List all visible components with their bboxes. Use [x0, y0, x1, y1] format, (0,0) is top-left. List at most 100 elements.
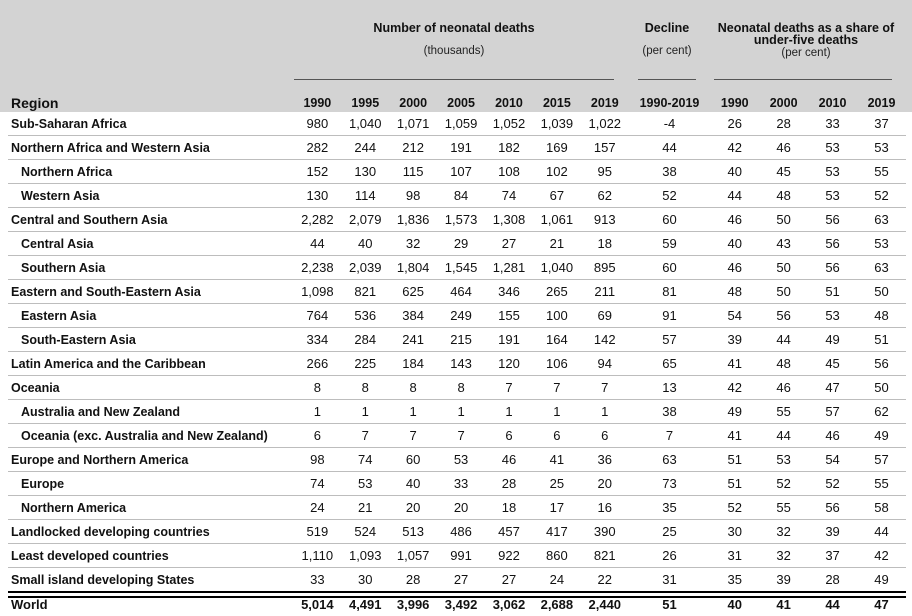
share-year-header: 1990: [720, 96, 749, 110]
decline-value-cell: 73: [628, 471, 711, 496]
deaths-value-cell: 1,836: [389, 207, 438, 232]
deaths-value-cell: 69: [580, 303, 629, 328]
deaths-value-cell: 486: [437, 519, 486, 544]
deaths-value-cell: 191: [485, 327, 533, 352]
deaths-value-cell: 164: [532, 327, 581, 352]
deaths-value-cell: 895: [580, 255, 629, 280]
deaths-year-header: 2000: [399, 96, 428, 110]
deaths-value-cell: 1,040: [532, 255, 581, 280]
deaths-value-cell: 524: [341, 519, 390, 544]
region-name-cell: Southern Asia: [8, 255, 294, 280]
deaths-value-cell: 1,545: [437, 255, 486, 280]
share-value-cell: 52: [759, 471, 809, 496]
share-value-cell: 55: [759, 399, 809, 424]
deaths-value-cell: 8: [437, 375, 486, 400]
share-value-cell: 46: [710, 255, 760, 280]
decline-period-header: 1990-2019: [639, 96, 700, 110]
deaths-value-cell: 98: [293, 447, 342, 472]
share-value-cell: 56: [759, 303, 809, 328]
share-value-cell: 47: [808, 375, 858, 400]
share-value-cell: 56: [808, 495, 858, 520]
table-row: Western Asia 130 114 98 84 74 67 62 52 44 48 53 52: [8, 183, 906, 208]
share-value-cell: 26: [710, 112, 760, 136]
decline-value-cell: 13: [628, 375, 711, 400]
deaths-group-subtitle: (thousands): [423, 45, 485, 57]
deaths-value-cell: 8: [341, 375, 390, 400]
region-name-cell: Central Asia: [8, 231, 294, 256]
deaths-value-cell: 32: [389, 231, 438, 256]
deaths-value-cell: 53: [341, 471, 390, 496]
share-value-cell: 44: [759, 327, 809, 352]
share-value-cell: 31: [710, 543, 760, 568]
share-value-cell: 51: [710, 471, 760, 496]
deaths-value-cell: 107: [437, 159, 486, 184]
deaths-value-cell: 17: [532, 495, 581, 520]
deaths-value-cell: 67: [532, 183, 581, 208]
region-name-cell: Western Asia: [8, 183, 294, 208]
region-name-cell: Eastern Asia: [8, 303, 294, 328]
deaths-value-cell: 991: [437, 543, 486, 568]
deaths-value-cell: 74: [341, 447, 390, 472]
deaths-value-cell: 21: [341, 495, 390, 520]
table-row: South-Eastern Asia 334 284 241 215 191 164 142 5…: [8, 327, 906, 352]
share-value-cell: 51: [808, 279, 858, 304]
share-value-cell: 50: [759, 207, 809, 232]
deaths-value-cell: 457: [485, 519, 533, 544]
deaths-value-cell: 536: [341, 303, 390, 328]
deaths-value-cell: 284: [341, 327, 390, 352]
deaths-value-cell: 114: [341, 183, 390, 208]
deaths-value-cell: 27: [485, 231, 533, 256]
deaths-value-cell: 1: [293, 399, 342, 424]
decline-value-cell: 91: [628, 303, 711, 328]
deaths-value-cell: 1,093: [341, 543, 390, 568]
share-year-header: 2010: [818, 96, 847, 110]
deaths-value-cell: 41: [532, 447, 581, 472]
deaths-value-cell: 115: [389, 159, 438, 184]
deaths-value-cell: 36: [580, 447, 629, 472]
deaths-value-cell: 18: [485, 495, 533, 520]
region-name-cell: Latin America and the Caribbean: [8, 351, 294, 376]
share-value-cell: 56: [808, 255, 858, 280]
deaths-value-cell: 33: [293, 567, 342, 593]
table-row: Central Asia 44 40 32 29 27 21 18 59 40 43 56 53: [8, 231, 906, 256]
deaths-value-cell: 62: [580, 183, 629, 208]
deaths-value-cell: 24: [293, 495, 342, 520]
decline-group-title: Decline: [644, 21, 690, 35]
deaths-value-cell: 464: [437, 279, 486, 304]
column-header-row: Region 1990 1995 2000 2005 2010 2015 2019 1990-…: [8, 94, 906, 112]
decline-value-cell: 60: [628, 207, 711, 232]
deaths-year-header: 2005: [447, 96, 475, 110]
share-value-cell: 57: [808, 399, 858, 424]
share-value-cell: 54: [808, 447, 858, 472]
share-value-cell: 49: [808, 327, 858, 352]
share-value-cell: 52: [857, 183, 906, 208]
deaths-value-cell: 98: [389, 183, 438, 208]
share-value-cell: 55: [857, 159, 906, 184]
deaths-value-cell: 1,308: [485, 207, 533, 232]
deaths-group-title: Number of neonatal deaths: [373, 21, 535, 35]
deaths-value-cell: 7: [532, 375, 581, 400]
deaths-value-cell: 130: [341, 159, 390, 184]
region-name-cell: Eastern and South-Eastern Asia: [8, 279, 294, 304]
deaths-value-cell: 1,110: [293, 543, 342, 568]
deaths-value-cell: 184: [389, 351, 438, 376]
deaths-value-cell: 6: [532, 423, 581, 448]
deaths-value-cell: 33: [437, 471, 486, 496]
share-value-cell: 42: [857, 543, 906, 568]
share-value-cell: 45: [759, 159, 809, 184]
deaths-value-cell: 913: [580, 207, 629, 232]
deaths-value-cell: 244: [341, 135, 390, 160]
deaths-value-cell: 74: [293, 471, 342, 496]
deaths-value-cell: 241: [389, 327, 438, 352]
deaths-value-cell: 24: [532, 567, 581, 593]
deaths-value-cell: 143: [437, 351, 486, 376]
deaths-value-cell: 1: [580, 399, 629, 424]
deaths-value-cell: 860: [532, 543, 581, 568]
decline-value-cell: 35: [628, 495, 711, 520]
region-name-cell: Least developed countries: [8, 543, 294, 568]
region-name-cell: Oceania: [8, 375, 294, 400]
share-value-cell: 32: [759, 543, 809, 568]
decline-value-cell: 63: [628, 447, 711, 472]
deaths-value-cell: 53: [437, 447, 486, 472]
deaths-value-cell: 152: [293, 159, 342, 184]
